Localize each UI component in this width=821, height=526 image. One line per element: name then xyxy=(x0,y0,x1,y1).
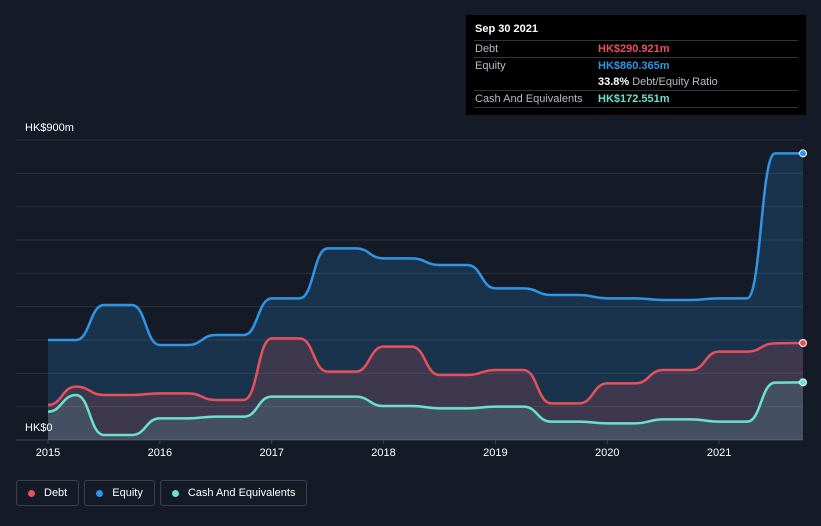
legend-item-debt[interactable]: Debt xyxy=(16,480,80,506)
end-markers xyxy=(799,149,807,387)
tooltip-row-equity: Equity HK$860.365m xyxy=(474,57,798,74)
cash-and-equivalents-line xyxy=(47,381,804,437)
tooltip-value: HK$172.551m xyxy=(598,93,670,105)
tooltip-value: HK$290.921m xyxy=(598,43,670,55)
tooltip-label: Equity xyxy=(475,60,506,72)
tooltip-label: Debt xyxy=(475,43,499,55)
x-tick-label: 2021 xyxy=(706,447,732,459)
legend-label: Debt xyxy=(44,487,68,499)
legend-item-equity[interactable]: Equity xyxy=(84,480,155,506)
equity-line xyxy=(48,152,803,347)
cash-and-equivalents-area xyxy=(48,382,803,440)
equity-area xyxy=(48,153,803,440)
tooltip-label: Cash And Equivalents xyxy=(475,93,583,105)
y-tick-label-max: HK$900m xyxy=(25,122,74,134)
debt-end-marker xyxy=(799,339,807,347)
tooltip-value: HK$860.365m xyxy=(598,60,670,72)
cash-and-equivalents-end-marker xyxy=(799,378,807,387)
legend-item-cash[interactable]: Cash And Equivalents xyxy=(159,480,308,506)
y-tick-label-min: HK$0 xyxy=(25,422,53,434)
tooltip-row-ratio: 33.8% Debt/Equity Ratio xyxy=(474,74,798,90)
tooltip-row-debt: Debt HK$290.921m xyxy=(474,40,798,57)
series-areas xyxy=(48,153,803,440)
legend-dot-icon xyxy=(171,489,179,497)
tooltip-row-cash: Cash And Equivalents HK$172.551m xyxy=(474,90,798,108)
legend-label: Cash And Equivalents xyxy=(187,487,296,499)
equity-end-marker xyxy=(799,149,807,158)
series-lines xyxy=(47,152,804,437)
legend: Debt Equity Cash And Equivalents xyxy=(16,480,308,506)
data-tooltip: Sep 30 2021 Debt HK$290.921m Equity HK$8… xyxy=(466,15,806,115)
x-tick-label: 2018 xyxy=(371,447,396,459)
debt-area xyxy=(48,338,803,440)
x-tick-label: 2015 xyxy=(35,447,61,459)
debt-line xyxy=(47,337,804,407)
tooltip-date: Sep 30 2021 xyxy=(475,23,538,35)
x-tick-label: 2019 xyxy=(483,447,508,459)
legend-dot-icon xyxy=(28,489,35,497)
legend-label: Equity xyxy=(112,487,143,499)
tooltip-sub: Debt/Equity Ratio xyxy=(632,76,718,88)
x-tick-label: 2016 xyxy=(147,447,173,459)
x-tick-label: 2020 xyxy=(595,447,620,459)
x-tick-label: 2017 xyxy=(259,447,284,459)
tooltip-value: 33.8% xyxy=(598,76,630,88)
legend-dot-icon xyxy=(96,489,104,497)
grid-lines xyxy=(16,139,803,444)
